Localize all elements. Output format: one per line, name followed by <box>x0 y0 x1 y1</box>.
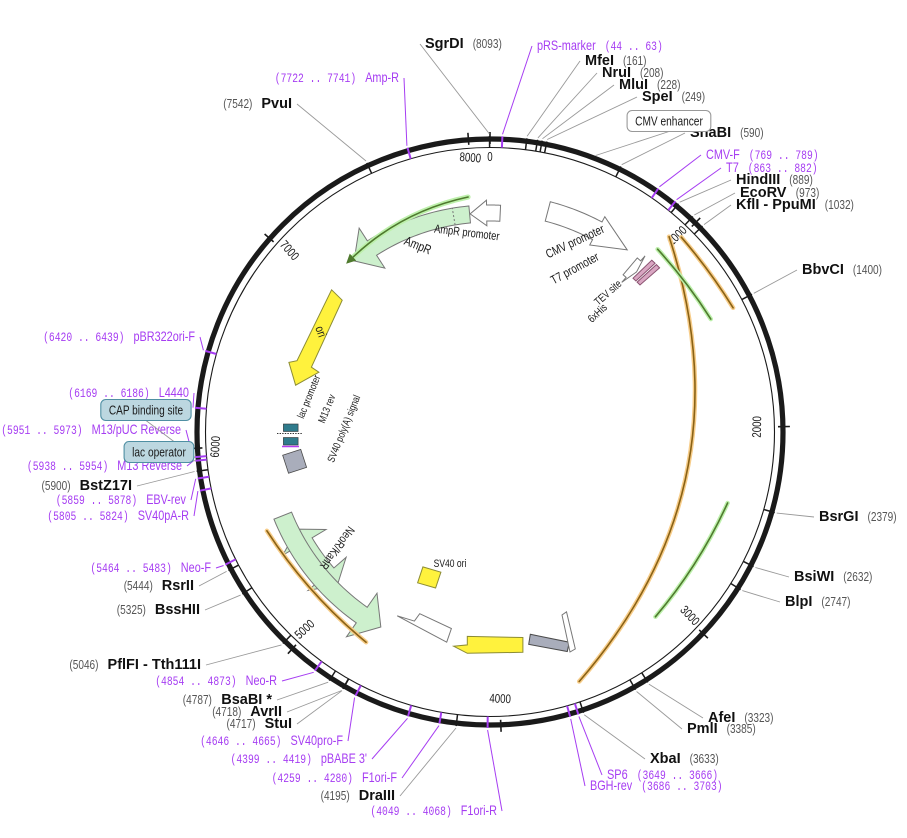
svg-text:(5900): (5900) <box>42 478 71 493</box>
svg-text:5000: 5000 <box>292 617 317 642</box>
svg-text:XbaI: XbaI <box>650 751 681 767</box>
svg-text:6xHis: 6xHis <box>586 301 610 325</box>
svg-text:TEV site: TEV site <box>592 278 624 308</box>
svg-text:(4787): (4787) <box>183 692 212 707</box>
svg-text:(7722 .. 7741): (7722 .. 7741) <box>275 72 356 86</box>
svg-text:AmpR promoter: AmpR promoter <box>433 222 500 244</box>
svg-text:pBR322ori-F: pBR322ori-F <box>134 328 196 344</box>
svg-text:BsrGI: BsrGI <box>819 509 859 525</box>
svg-text:(5444): (5444) <box>124 578 153 593</box>
svg-text:0: 0 <box>487 150 492 164</box>
svg-text:7000: 7000 <box>277 238 302 263</box>
svg-text:(4195): (4195) <box>321 788 350 803</box>
svg-text:(4049 .. 4068): (4049 .. 4068) <box>370 805 451 819</box>
svg-text:2000: 2000 <box>750 416 764 438</box>
svg-text:Neo-R: Neo-R <box>246 672 277 688</box>
svg-text:M13/pUC Reverse: M13/pUC Reverse <box>92 421 182 437</box>
svg-text:4000: 4000 <box>489 691 511 706</box>
svg-text:(5464 .. 5483): (5464 .. 5483) <box>90 562 171 576</box>
svg-text:SV40 ori: SV40 ori <box>434 558 467 570</box>
svg-text:T7: T7 <box>726 159 739 175</box>
svg-text:BssHII: BssHII <box>155 602 200 618</box>
svg-text:(3385): (3385) <box>727 721 756 736</box>
svg-text:EBV-rev: EBV-rev <box>146 491 186 507</box>
svg-text:8000: 8000 <box>459 150 482 166</box>
svg-text:SpeI: SpeI <box>642 89 673 105</box>
svg-text:F1ori-F: F1ori-F <box>362 769 397 785</box>
svg-text:(44 .. 63): (44 .. 63) <box>605 40 663 54</box>
svg-text:BsiWI: BsiWI <box>794 569 834 585</box>
svg-text:(590): (590) <box>740 125 764 140</box>
svg-text:DraIII: DraIII <box>359 788 395 804</box>
svg-text:(6420 .. 6439): (6420 .. 6439) <box>43 331 124 345</box>
svg-text:pRS-marker: pRS-marker <box>537 37 596 53</box>
svg-text:L4440: L4440 <box>159 384 189 400</box>
svg-text:(2379): (2379) <box>868 509 897 524</box>
svg-text:lac operator: lac operator <box>132 444 186 459</box>
svg-text:(1400): (1400) <box>853 262 882 277</box>
svg-text:(769 .. 789): (769 .. 789) <box>749 149 819 163</box>
svg-text:SV40pro-F: SV40pro-F <box>291 732 344 748</box>
svg-text:(5951 .. 5973): (5951 .. 5973) <box>1 424 82 438</box>
svg-text:M13 rev: M13 rev <box>316 392 339 425</box>
svg-text:(3633): (3633) <box>690 751 719 766</box>
svg-text:BsaBI *: BsaBI * <box>221 692 272 708</box>
svg-text:(5859 .. 5878): (5859 .. 5878) <box>56 494 137 508</box>
svg-text:KflI - PpuMI: KflI - PpuMI <box>736 197 816 213</box>
svg-text:AmpR: AmpR <box>402 233 434 257</box>
svg-text:BstZ17I: BstZ17I <box>80 478 132 494</box>
svg-text:(4259 .. 4280): (4259 .. 4280) <box>272 772 353 786</box>
svg-text:(5325): (5325) <box>117 602 146 617</box>
svg-text:BlpI: BlpI <box>785 594 812 610</box>
svg-text:PflFI - Tth111I: PflFI - Tth111I <box>108 657 201 673</box>
svg-text:SgrDI: SgrDI <box>425 36 464 52</box>
svg-text:(2747): (2747) <box>821 594 850 609</box>
svg-text:(5938 .. 5954): (5938 .. 5954) <box>27 460 108 474</box>
svg-text:(7542): (7542) <box>223 96 252 111</box>
svg-text:3000: 3000 <box>677 603 702 628</box>
svg-text:(4646 .. 4665): (4646 .. 4665) <box>200 735 281 749</box>
svg-text:(3686 .. 3703): (3686 .. 3703) <box>641 780 722 794</box>
svg-text:F1ori-R: F1ori-R <box>461 802 497 818</box>
svg-text:BGH-rev: BGH-rev <box>590 777 632 793</box>
svg-text:(2632): (2632) <box>843 569 872 584</box>
svg-text:SV40pA-R: SV40pA-R <box>138 507 189 523</box>
svg-text:(6169 .. 6186): (6169 .. 6186) <box>68 387 149 401</box>
svg-text:pBABE 3': pBABE 3' <box>321 750 367 766</box>
svg-text:PmlI: PmlI <box>687 721 718 737</box>
svg-text:RsrII: RsrII <box>162 578 194 594</box>
svg-text:(4854 .. 4873): (4854 .. 4873) <box>155 675 236 689</box>
svg-text:(5805 .. 5824): (5805 .. 5824) <box>47 510 128 524</box>
svg-text:PvuI: PvuI <box>261 96 292 112</box>
svg-text:(8093): (8093) <box>473 36 502 51</box>
svg-text:BbvCI: BbvCI <box>802 262 844 278</box>
svg-text:6000: 6000 <box>208 436 223 458</box>
svg-text:Neo-F: Neo-F <box>181 559 211 575</box>
svg-text:CMV enhancer: CMV enhancer <box>635 113 703 128</box>
svg-text:Amp-R: Amp-R <box>365 69 399 85</box>
svg-text:(5046): (5046) <box>69 657 98 672</box>
svg-text:(863 .. 882): (863 .. 882) <box>748 162 818 176</box>
svg-text:(249): (249) <box>682 89 706 104</box>
svg-text:(4399 .. 4419): (4399 .. 4419) <box>231 753 312 767</box>
svg-text:CAP binding site: CAP binding site <box>109 402 183 417</box>
svg-text:(1032): (1032) <box>825 197 854 212</box>
